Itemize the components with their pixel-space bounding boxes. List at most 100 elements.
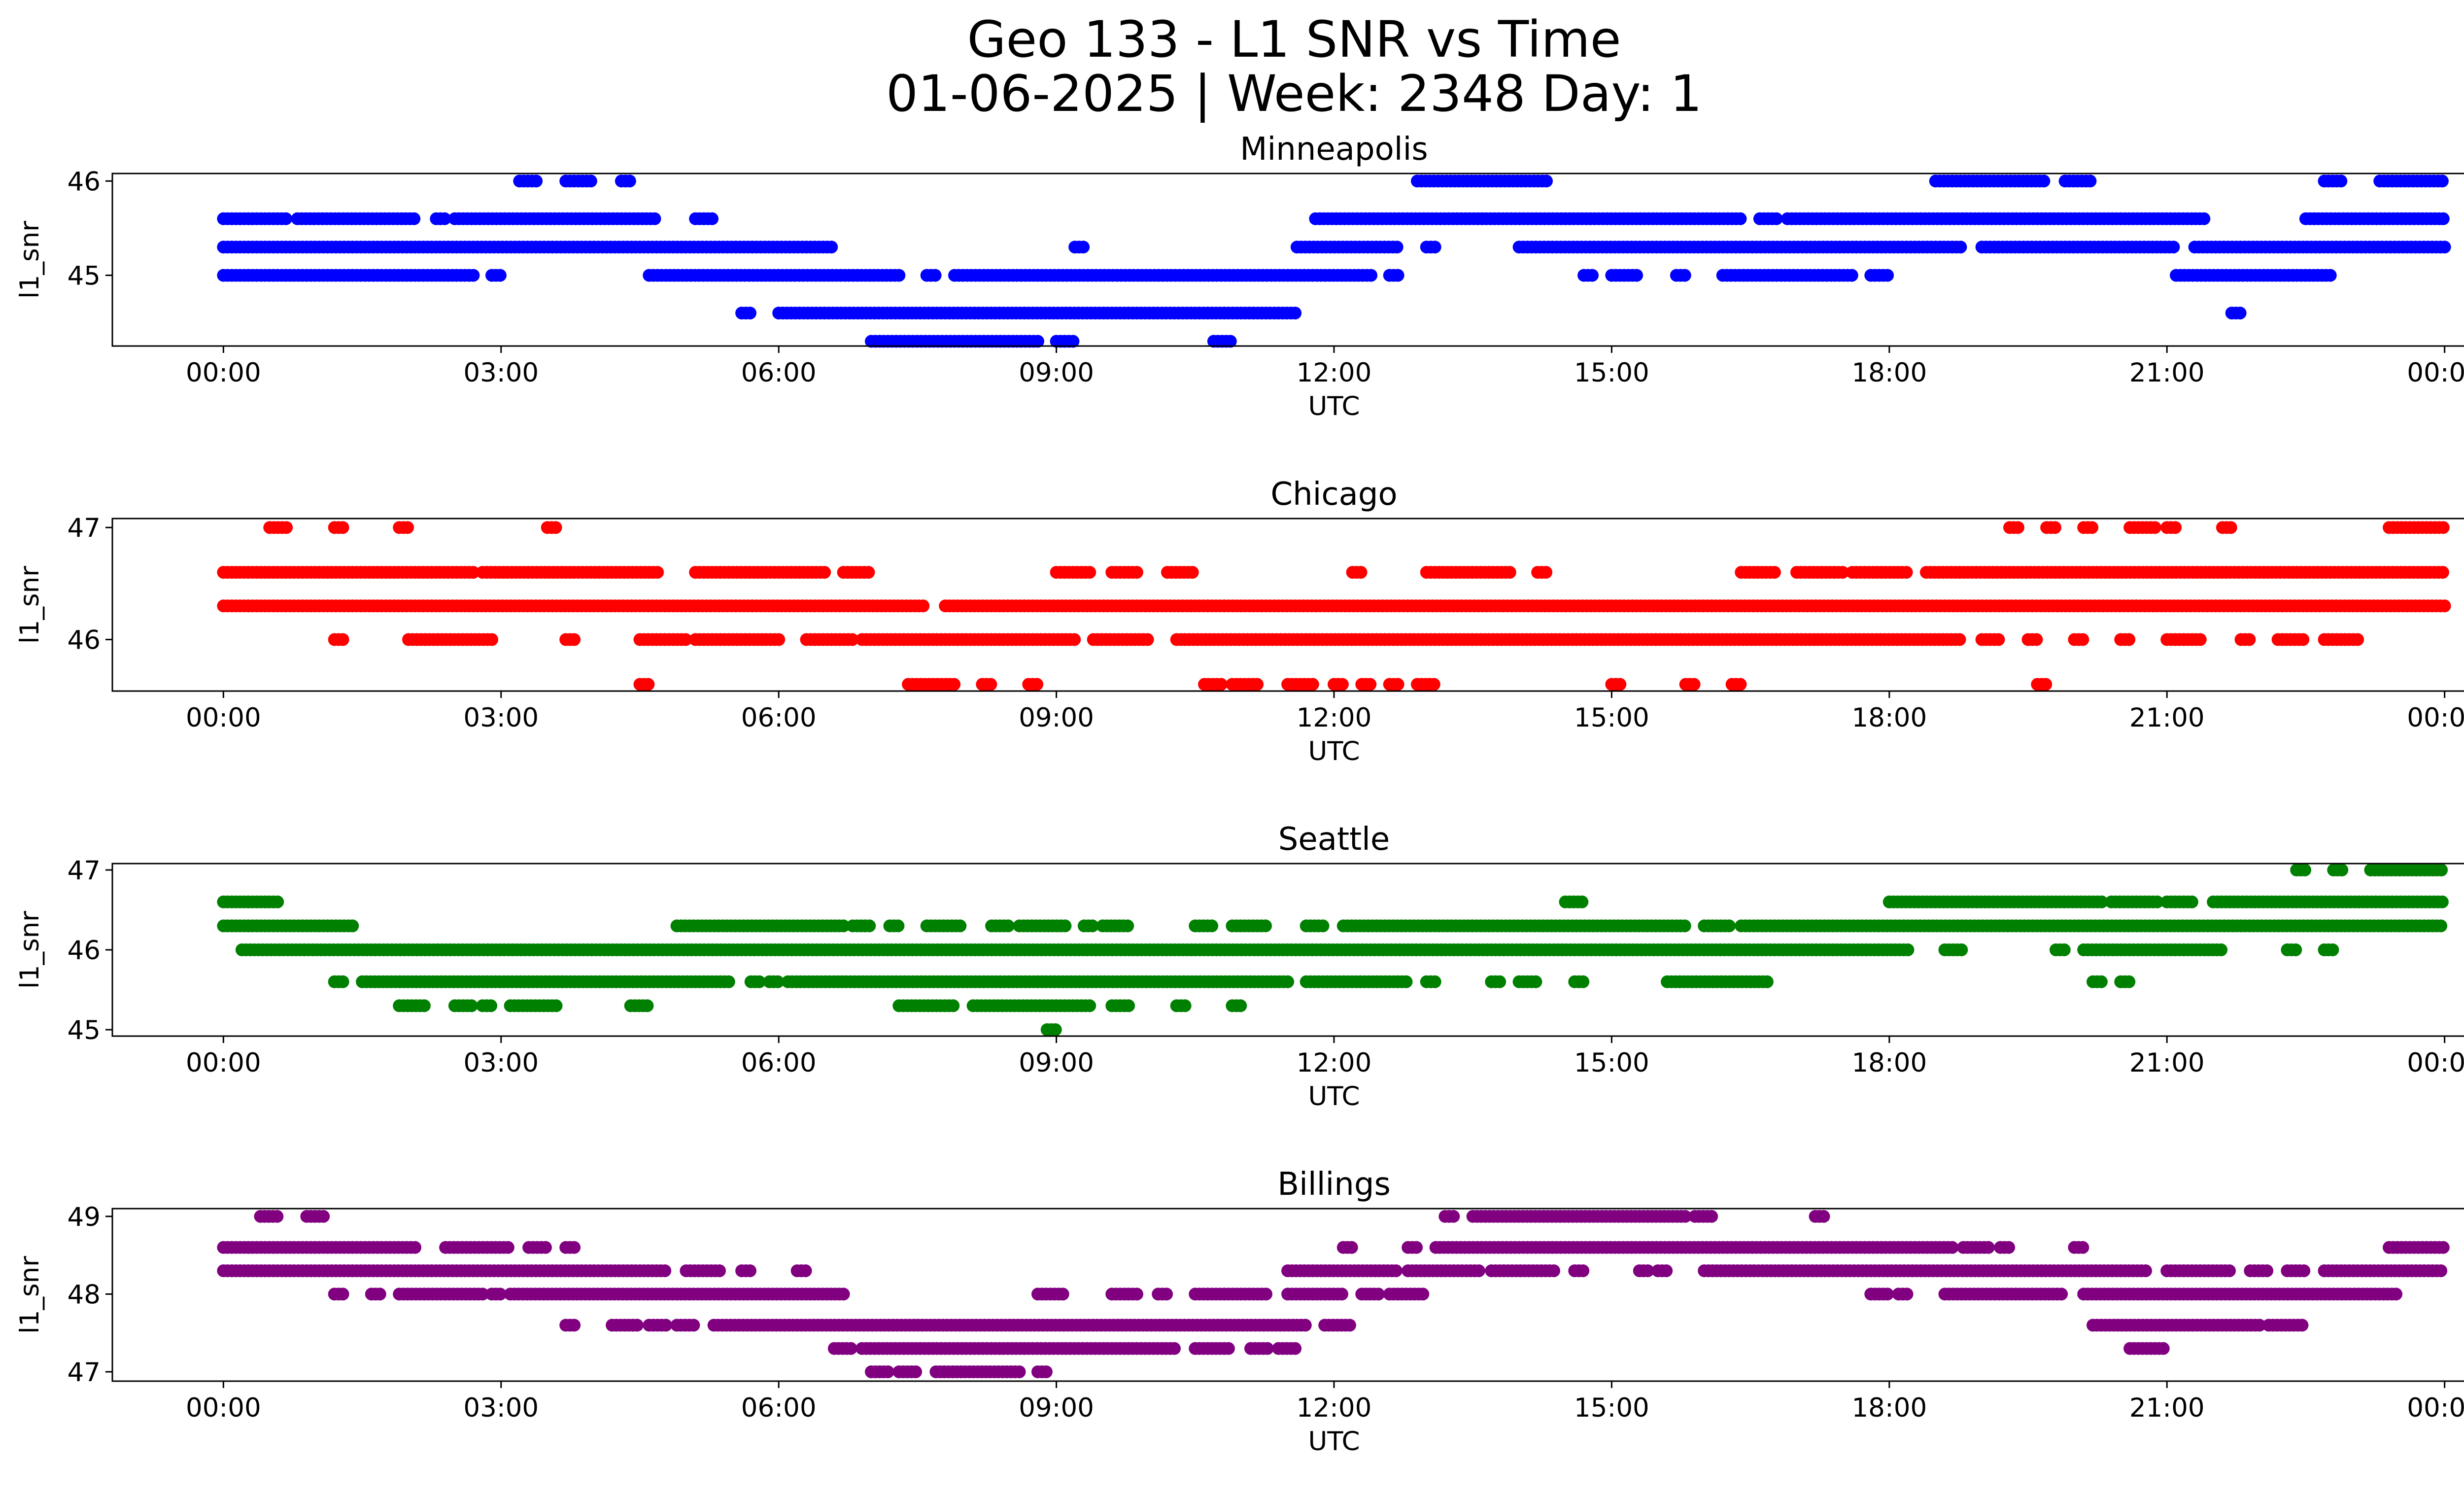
data-point <box>346 919 359 933</box>
data-point <box>2076 633 2089 646</box>
data-point <box>467 269 480 282</box>
x-tick-label: 03:00 <box>463 1048 539 1078</box>
x-tick-label: 06:00 <box>741 1048 817 1078</box>
data-point <box>1130 566 1143 579</box>
data-point <box>1066 335 1080 348</box>
data-point <box>837 919 850 933</box>
x-tick-label: 18:00 <box>1851 703 1927 733</box>
data-point <box>1316 919 1330 933</box>
y-tick-label: 46 <box>68 625 101 655</box>
x-tick-label: 12:00 <box>1297 358 1372 388</box>
data-point <box>753 975 766 988</box>
data-point <box>2095 895 2108 908</box>
data-point <box>408 212 421 225</box>
data-point <box>1982 1241 1995 1254</box>
x-tick-label: 06:00 <box>741 703 817 733</box>
data-point <box>1678 269 1691 282</box>
data-point <box>1901 943 1915 956</box>
y-axis-label: l1_snr <box>15 221 45 299</box>
y-tick-label: 47 <box>68 513 101 543</box>
data-point <box>409 1241 422 1254</box>
data-point <box>1059 919 1072 933</box>
data-point <box>1641 1264 1654 1278</box>
data-point <box>1687 678 1701 691</box>
data-point <box>825 241 838 254</box>
x-tick-label: 21:00 <box>2129 703 2205 733</box>
x-axis-label: UTC <box>1308 391 1360 421</box>
data-point <box>1954 241 1967 254</box>
data-point <box>1946 1241 1959 1254</box>
data-point <box>1575 895 1589 908</box>
x-tick-label: 09:00 <box>1019 1048 1094 1078</box>
data-point <box>862 566 875 579</box>
data-point <box>846 633 859 646</box>
data-point <box>2326 943 2339 956</box>
x-tick-label: 00:00 <box>2407 1048 2464 1078</box>
data-point <box>2434 1264 2448 1278</box>
x-axis-label: UTC <box>1308 736 1360 766</box>
data-point <box>1345 1241 1358 1254</box>
data-point <box>1141 633 1154 646</box>
data-point <box>1428 975 1441 988</box>
data-point <box>2324 269 2337 282</box>
data-point <box>2148 521 2161 534</box>
x-tick-label: 21:00 <box>2129 358 2205 388</box>
data-point <box>1503 566 1516 579</box>
data-point <box>1335 678 1349 691</box>
data-point <box>771 975 785 988</box>
data-point <box>1214 678 1228 691</box>
data-point <box>818 566 831 579</box>
subplot-title: Billings <box>1277 1166 1391 1203</box>
x-tick-label: 00:00 <box>2407 358 2464 388</box>
scatter-points <box>217 521 2451 691</box>
data-point <box>954 919 967 933</box>
x-tick-label: 18:00 <box>1851 358 1927 388</box>
subplot-title: Minneapolis <box>1240 131 1428 168</box>
data-point <box>2435 864 2448 876</box>
data-point <box>1354 566 1368 579</box>
data-point <box>1049 1023 1062 1036</box>
data-point <box>2434 919 2448 933</box>
data-point <box>1390 241 1403 254</box>
data-point <box>2297 1264 2311 1278</box>
data-point <box>485 633 498 646</box>
data-point <box>772 633 786 646</box>
data-point <box>2436 566 2449 579</box>
data-point <box>1576 975 1590 988</box>
data-point <box>1068 633 1081 646</box>
data-point <box>336 633 349 646</box>
data-point <box>2260 1264 2274 1278</box>
data-point <box>1031 335 1044 348</box>
data-point <box>271 1210 284 1223</box>
data-point <box>271 895 284 908</box>
data-point <box>1613 678 1627 691</box>
data-point <box>2335 864 2349 876</box>
data-point <box>1410 1241 1423 1254</box>
data-point <box>401 521 414 534</box>
x-tick-label: 21:00 <box>2129 1048 2205 1078</box>
x-tick-label: 09:00 <box>1019 703 1094 733</box>
data-point <box>1178 999 1192 1012</box>
x-tick-label: 00:00 <box>186 358 261 388</box>
data-point <box>679 633 692 646</box>
data-point <box>1205 919 1219 933</box>
data-point <box>1122 999 1135 1012</box>
data-point <box>891 919 905 933</box>
data-point <box>1586 269 1599 282</box>
data-point <box>2049 521 2061 534</box>
data-point <box>2002 1241 2016 1254</box>
figure-title-line1: Geo 133 - L1 SNR vs Time <box>967 10 1621 69</box>
data-point <box>2215 943 2228 956</box>
data-point <box>2436 521 2450 534</box>
x-tick-label: 03:00 <box>463 703 539 733</box>
data-point <box>1391 678 1404 691</box>
data-point <box>1056 1287 1069 1301</box>
x-tick-label: 09:00 <box>1019 358 1094 388</box>
data-point <box>2076 1241 2089 1254</box>
scatter-points <box>217 1210 2450 1379</box>
data-point <box>336 1287 349 1301</box>
data-point <box>1447 1210 1460 1223</box>
data-point <box>336 975 349 988</box>
